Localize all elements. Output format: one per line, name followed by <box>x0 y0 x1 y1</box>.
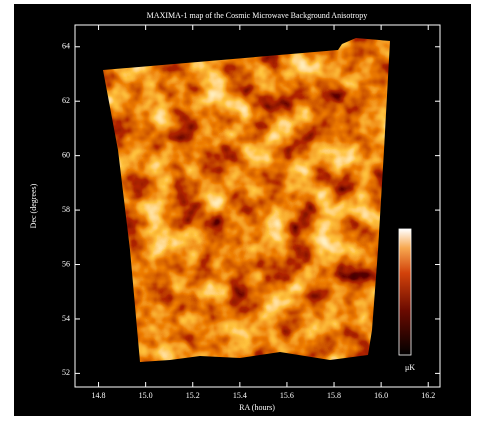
x-tick-label: 15.0 <box>139 391 153 400</box>
y-tick-label: 60 <box>62 150 70 159</box>
x-tick-label: 15.6 <box>280 391 294 400</box>
colorbar <box>399 229 411 355</box>
y-tick-label: 64 <box>62 42 70 51</box>
y-tick-label: 56 <box>62 259 70 268</box>
page: μK MAXIMA-1 map of the Cosmic Microwave … <box>0 0 485 421</box>
x-axis-label: RA (hours) <box>239 403 275 412</box>
x-tick-label: 16.2 <box>421 391 435 400</box>
y-tick-label: 54 <box>62 314 70 323</box>
x-tick-label: 15.2 <box>186 391 200 400</box>
y-tick-label: 52 <box>62 368 70 377</box>
sky-map <box>103 38 390 362</box>
x-tick-label: 15.4 <box>233 391 247 400</box>
chart: μK MAXIMA-1 map of the Cosmic Microwave … <box>0 0 485 421</box>
x-tick-label: 14.8 <box>92 391 106 400</box>
chart-title: MAXIMA-1 map of the Cosmic Microwave Bac… <box>147 11 368 20</box>
y-tick-label: 58 <box>62 205 70 214</box>
x-tick-label: 16.0 <box>374 391 388 400</box>
y-tick-label: 62 <box>62 96 70 105</box>
x-tick-label: 15.8 <box>327 391 341 400</box>
colorbar-label: μK <box>405 363 415 372</box>
y-axis-label: Dec (degrees) <box>29 183 38 228</box>
